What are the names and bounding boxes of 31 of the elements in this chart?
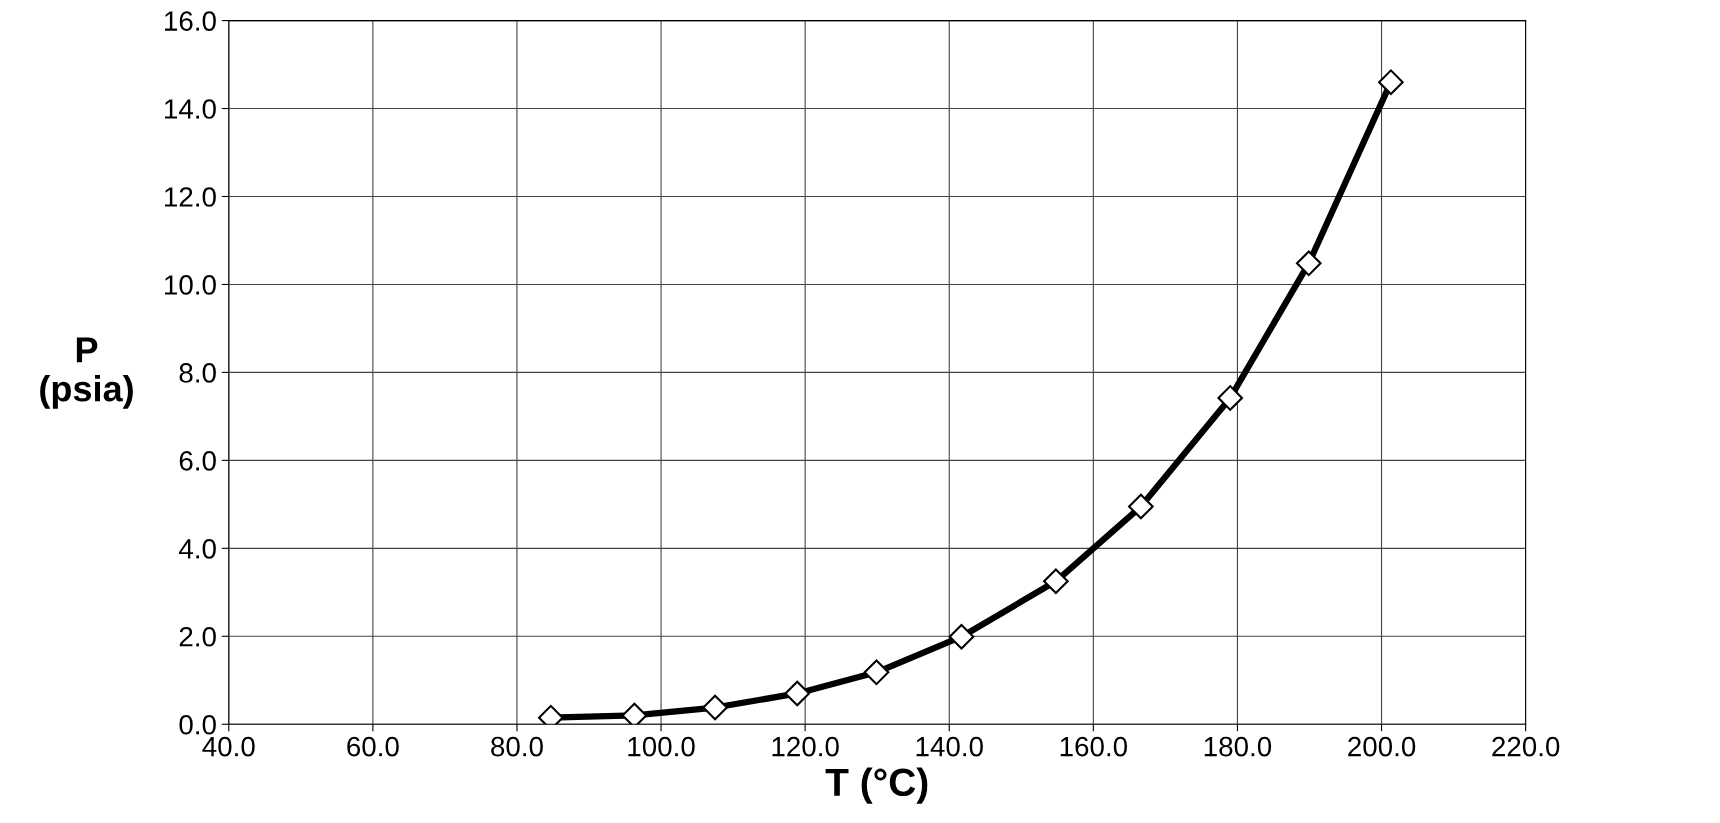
point xyxy=(784,680,811,707)
x-tick-label: 60.0 xyxy=(347,736,399,757)
x-tick-label: 180.0 xyxy=(1204,736,1272,757)
point xyxy=(621,702,648,725)
x-tick-label: 160.0 xyxy=(1060,736,1128,757)
point xyxy=(1295,250,1322,277)
y-tick-label: 0.0 xyxy=(179,714,216,735)
x-tick-label: 200.0 xyxy=(1348,736,1416,757)
x-tick-label: 140.0 xyxy=(916,736,983,757)
point xyxy=(702,694,728,721)
y-axis-title: P (psia) xyxy=(40,337,133,409)
y-tick-label: 16.0 xyxy=(165,11,216,31)
point xyxy=(948,623,975,650)
y-tick-label: 6.0 xyxy=(179,451,216,471)
point xyxy=(863,659,890,686)
x-tick-label: 80.0 xyxy=(491,736,543,757)
y-tick-label: 10.0 xyxy=(165,275,216,295)
point xyxy=(1217,385,1244,411)
x-tick-label: 40.0 xyxy=(202,736,255,757)
y-tick-label: 12.0 xyxy=(165,187,216,207)
x-tick-label: 120.0 xyxy=(772,736,839,757)
point xyxy=(1043,568,1069,595)
point xyxy=(1378,69,1404,95)
y-tick-label: 8.0 xyxy=(179,363,216,383)
point xyxy=(1128,493,1154,520)
x-tick-label: 100.0 xyxy=(628,736,695,757)
y-tick-label: 4.0 xyxy=(178,538,216,559)
y-tick-label: 14.0 xyxy=(165,99,216,119)
y-tick-label: 2.0 xyxy=(179,626,216,647)
x-axis-title: T (°C) xyxy=(825,767,928,804)
x-tick-label: 220.0 xyxy=(1492,736,1560,757)
